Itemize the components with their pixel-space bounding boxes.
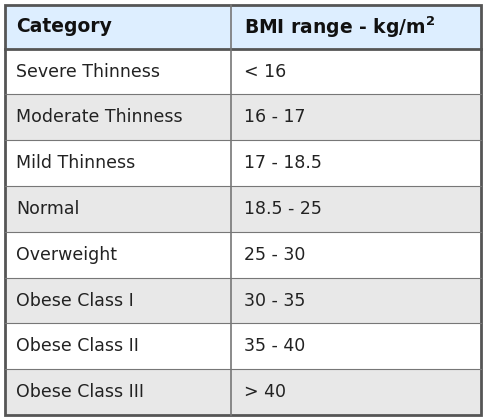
Bar (5, 49, 481, 94)
Bar (5, 369, 481, 415)
Bar (5, 232, 481, 278)
Text: < 16: < 16 (243, 63, 286, 81)
Text: Moderate Thinness: Moderate Thinness (17, 108, 183, 126)
Text: 30 - 35: 30 - 35 (243, 291, 305, 310)
Text: Obese Class II: Obese Class II (17, 337, 139, 355)
Text: Severe Thinness: Severe Thinness (17, 63, 160, 81)
Text: > 40: > 40 (243, 383, 286, 401)
Bar (5, 323, 481, 369)
Text: 35 - 40: 35 - 40 (243, 337, 305, 355)
Text: 16 - 17: 16 - 17 (243, 108, 305, 126)
Bar (5, 94, 481, 140)
Bar (5, 186, 481, 232)
Text: Obese Class III: Obese Class III (17, 383, 144, 401)
Text: Overweight: Overweight (17, 246, 117, 264)
Text: Category: Category (17, 17, 112, 36)
Text: BMI range - kg/m$^{\mathbf{2}}$: BMI range - kg/m$^{\mathbf{2}}$ (243, 14, 435, 39)
Text: Normal: Normal (17, 200, 80, 218)
Text: 18.5 - 25: 18.5 - 25 (243, 200, 321, 218)
Bar (5, 5, 481, 49)
Text: Mild Thinness: Mild Thinness (17, 154, 136, 172)
Text: 17 - 18.5: 17 - 18.5 (243, 154, 321, 172)
Bar (5, 278, 481, 323)
Text: 25 - 30: 25 - 30 (243, 246, 305, 264)
Bar (5, 140, 481, 186)
Text: Obese Class I: Obese Class I (17, 291, 134, 310)
